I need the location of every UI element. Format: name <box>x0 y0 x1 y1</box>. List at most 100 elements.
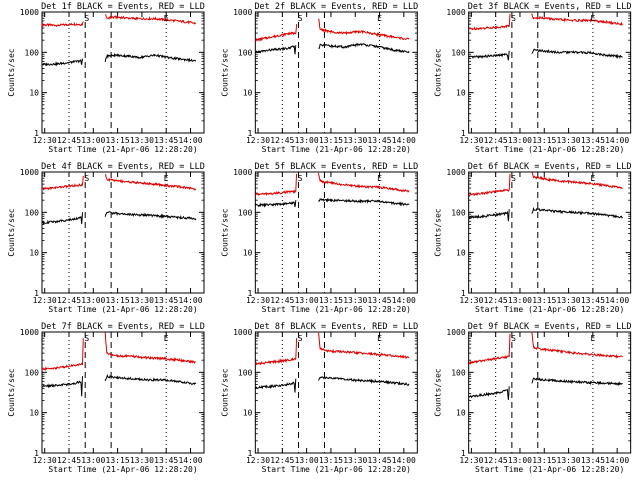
x-tick-label: 13:15 <box>532 136 556 145</box>
chart-panel: Det 5f BLACK = Events, RED = LLD 1 10 100 10… <box>220 162 418 314</box>
x-tick-label: 12:45 <box>484 456 508 465</box>
x-tick-label: 13:30 <box>557 296 581 305</box>
lld-count-line <box>255 24 298 42</box>
lld-count-line <box>318 331 410 360</box>
y-tick-label: 100 <box>25 368 40 377</box>
x-tick-label: 13:30 <box>557 456 581 465</box>
chart-title: Det 3f BLACK = Events, RED = LLD <box>468 2 632 12</box>
y-tick-label: 1 <box>34 449 39 458</box>
x-tick-label: 12:30 <box>246 456 270 465</box>
y-tick-label: 10 <box>456 249 466 258</box>
chart-panel: Det 3f BLACK = Events, RED = LLD 1 10 100 10… <box>434 2 632 154</box>
x-tick-label: 13:45 <box>367 296 391 305</box>
x-tick-label: 13:00 <box>81 456 105 465</box>
start-marker-label: S <box>511 174 516 183</box>
y-axis-label: Counts/sec <box>7 208 16 256</box>
y-tick-label: 1 <box>461 289 466 298</box>
x-tick-label: 13:00 <box>508 296 532 305</box>
y-tick-label: 100 <box>238 368 253 377</box>
plot-frame <box>468 331 632 454</box>
events-count-line <box>254 200 297 208</box>
end-marker-label: E <box>164 334 169 343</box>
x-tick-label: 13:30 <box>130 136 154 145</box>
start-marker-label: S <box>298 174 303 183</box>
y-tick-label: 1000 <box>446 8 465 17</box>
events-count-line <box>531 377 623 387</box>
y-tick-label: 1 <box>461 449 466 458</box>
events-count-line <box>468 386 510 400</box>
start-marker-label: S <box>298 334 303 343</box>
lld-count-line <box>468 333 511 365</box>
x-tick-label: 12:45 <box>270 456 294 465</box>
events-count-line <box>41 376 83 397</box>
x-tick-label: 14:00 <box>178 456 202 465</box>
x-axis-label: Start Time (21-Apr-06 12:28:20) <box>48 145 197 154</box>
x-tick-label: 12:45 <box>270 136 294 145</box>
x-tick-label: 14:00 <box>605 456 629 465</box>
x-tick-label: 12:45 <box>484 136 508 145</box>
x-axis-label: Start Time (21-Apr-06 12:28:20) <box>48 305 197 314</box>
chart-title: Det 4f BLACK = Events, RED = LLD <box>41 162 205 172</box>
y-axis-label: Counts/sec <box>434 208 443 256</box>
x-tick-label: 13:45 <box>581 456 605 465</box>
x-tick-label: 13:45 <box>581 296 605 305</box>
y-axis-label: Counts/sec <box>434 368 443 416</box>
x-tick-label: 13:00 <box>295 296 319 305</box>
x-tick-label: 14:00 <box>178 296 202 305</box>
x-tick-label: 13:15 <box>319 296 343 305</box>
x-tick-label: 12:45 <box>57 456 81 465</box>
start-marker-label: S <box>84 334 89 343</box>
start-marker-label: S <box>84 14 89 23</box>
events-count-line <box>318 43 410 54</box>
end-marker-label: E <box>377 14 382 23</box>
events-count-line <box>104 373 197 386</box>
x-tick-label: 13:15 <box>106 296 130 305</box>
y-tick-label: 100 <box>25 48 40 57</box>
end-marker-label: E <box>590 14 595 23</box>
x-tick-label: 13:30 <box>557 136 581 145</box>
start-marker-label: S <box>84 174 89 183</box>
lld-count-line <box>255 338 298 366</box>
chart-panel: Det 7f BLACK = Events, RED = LLD 1 10 100 10… <box>7 322 205 474</box>
end-marker-label: E <box>590 174 595 183</box>
y-axis-label: Counts/sec <box>220 368 229 416</box>
y-tick-label: 1 <box>248 289 253 298</box>
lld-count-line <box>41 175 84 191</box>
y-axis-label: Counts/sec <box>220 208 229 256</box>
x-tick-label: 13:00 <box>508 136 532 145</box>
y-tick-label: 1000 <box>233 8 252 17</box>
events-count-line <box>104 211 197 221</box>
lld-count-line <box>318 172 410 193</box>
plot-frame <box>468 171 632 294</box>
end-marker-label: E <box>164 14 169 23</box>
chart-title: Det 6f BLACK = Events, RED = LLD <box>468 162 632 172</box>
end-marker-label: E <box>377 174 382 183</box>
x-tick-label: 12:30 <box>33 136 57 145</box>
x-tick-label: 13:15 <box>106 456 130 465</box>
chart-panel: Det 4f BLACK = Events, RED = LLD 1 10 100 10… <box>7 162 205 314</box>
y-tick-label: 10 <box>29 409 39 418</box>
y-tick-label: 1 <box>34 289 39 298</box>
y-tick-label: 1000 <box>20 8 39 17</box>
x-tick-label: 13:15 <box>319 136 343 145</box>
y-tick-label: 10 <box>456 89 466 98</box>
x-tick-label: 13:45 <box>367 456 391 465</box>
events-count-line <box>531 206 623 219</box>
x-tick-label: 12:30 <box>459 296 483 305</box>
x-axis-label: Start Time (21-Apr-06 12:28:20) <box>48 465 197 474</box>
lld-count-line <box>531 331 623 359</box>
events-count-line <box>104 52 197 63</box>
y-tick-label: 10 <box>243 89 253 98</box>
y-axis-label: Counts/sec <box>7 48 16 96</box>
events-count-line <box>318 375 410 387</box>
x-tick-label: 12:30 <box>33 456 57 465</box>
chart-title: Det 7f BLACK = Events, RED = LLD <box>41 322 205 332</box>
y-tick-label: 100 <box>451 48 466 57</box>
lld-count-line <box>531 172 623 190</box>
events-count-line <box>318 197 410 207</box>
x-axis-label: Start Time (21-Apr-06 12:28:20) <box>475 305 624 314</box>
x-tick-label: 12:30 <box>33 296 57 305</box>
plot-frame <box>254 11 418 134</box>
chart-title: Det 1f BLACK = Events, RED = LLD <box>41 2 205 12</box>
